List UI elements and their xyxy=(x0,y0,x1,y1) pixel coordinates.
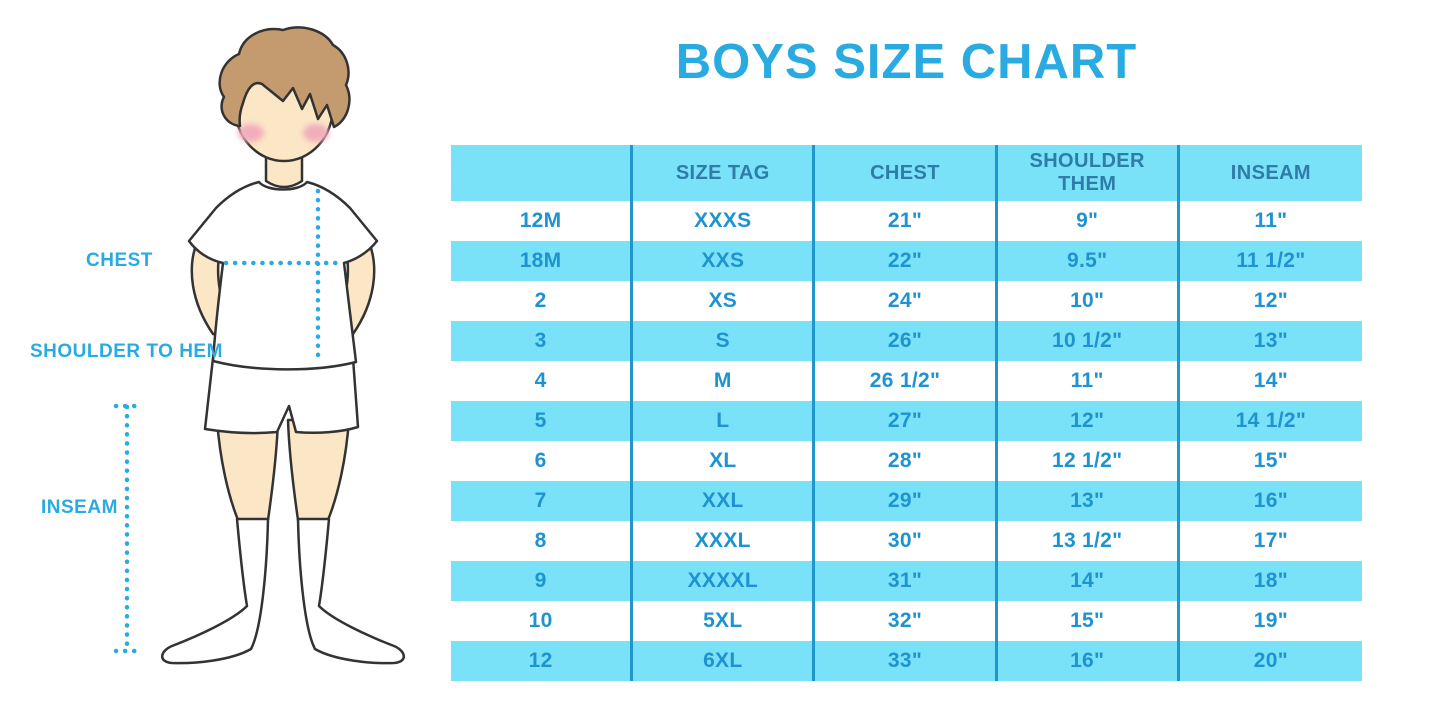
table-cell: XXXXL xyxy=(633,561,816,601)
table-row: 2 XS 24" 10" 12" xyxy=(451,281,1362,321)
boy-right-leg xyxy=(286,418,351,522)
table-cell: 15" xyxy=(998,601,1180,641)
table-cell: 16" xyxy=(998,641,1180,681)
table-cell: 18M xyxy=(451,241,634,281)
table-cell: 18" xyxy=(1253,569,1288,592)
table-row: 5 L 27" 12" 14 1/2" xyxy=(451,401,1362,441)
table-header-cell-shoulder: SHOULDER THEM xyxy=(998,145,1180,201)
table-cell: 6XL xyxy=(633,641,816,681)
table-cell: 24" xyxy=(815,281,998,321)
table-cell: 5XL xyxy=(633,601,816,641)
boy-shorts xyxy=(203,356,360,435)
table-row: 9 XXXXL 31" 14" 18" xyxy=(451,561,1362,601)
table-body: 12M XXXS 21" 9" 11" 18M XXS 22" 9.5" 11 1/2" 2 XS 24… xyxy=(451,201,1362,681)
table-cell: 14" xyxy=(1253,369,1288,392)
table-row: 8 XXXL 30" 13 1/2" 17" xyxy=(451,521,1362,561)
table-row: 12M XXXS 21" 9" 11" xyxy=(451,201,1362,241)
table-cell: M xyxy=(633,361,816,401)
table-cell: 21" xyxy=(815,201,998,241)
table-cell: 32" xyxy=(815,601,998,641)
table-header-cell-age xyxy=(451,145,634,201)
table-cell: 3 xyxy=(451,321,634,361)
boy-left-cheek xyxy=(238,124,264,142)
boy-left-sock xyxy=(161,517,270,665)
table-cell: 14" xyxy=(998,561,1180,601)
table-cell: 26 1/2" xyxy=(815,361,998,401)
boy-hair xyxy=(218,26,351,129)
table-cell: XS xyxy=(633,281,816,321)
table-cell: XXS xyxy=(633,241,816,281)
table-cell: 31" xyxy=(815,561,998,601)
table-cell: 10 1/2" xyxy=(998,321,1180,361)
table-cell: 5 xyxy=(451,401,634,441)
chest-measurement-label: CHEST xyxy=(86,250,153,271)
boy-illustration xyxy=(113,26,405,665)
table-cell: 15" xyxy=(1253,449,1288,472)
table-row: 6 XL 28" 12 1/2" 15" xyxy=(451,441,1362,481)
table-cell: 7 xyxy=(451,481,634,521)
table-cell: 19" xyxy=(1253,609,1288,632)
table-cell: 12M xyxy=(451,201,634,241)
table-row: 10 5XL 32" 15" 19" xyxy=(451,601,1362,641)
table-row: 7 XXL 29" 13" 16" xyxy=(451,481,1362,521)
table-cell: 20" xyxy=(1253,649,1288,672)
table-cell: 10 xyxy=(451,601,634,641)
table-cell: 11 1/2" xyxy=(1236,249,1306,272)
table-cell: S xyxy=(633,321,816,361)
table-cell: 10" xyxy=(998,281,1180,321)
table-cell: 12 1/2" xyxy=(998,441,1180,481)
boy-tshirt xyxy=(187,180,379,371)
table-row: 4 M 26 1/2" 11" 14" xyxy=(451,361,1362,401)
table-header-cell-size-tag: SIZE TAG xyxy=(633,145,816,201)
table-cell: 17" xyxy=(1253,529,1288,552)
table-cell: XXL xyxy=(633,481,816,521)
inseam-measurement-label: INSEAM xyxy=(41,497,118,518)
table-cell: 13 1/2" xyxy=(998,521,1180,561)
table-cell: XL xyxy=(633,441,816,481)
table-cell: 12" xyxy=(1253,289,1288,312)
table-header-cell-inseam: INSEAM xyxy=(1230,161,1311,184)
table-cell: L xyxy=(633,401,816,441)
table-cell: XXXL xyxy=(633,521,816,561)
boy-left-leg xyxy=(215,418,280,522)
table-cell: 2 xyxy=(451,281,634,321)
table-row: 12 6XL 33" 16" 20" xyxy=(451,641,1362,681)
table-header-row: SIZE TAG CHEST SHOULDER THEM INSEAM xyxy=(451,145,1362,201)
table-cell: 11" xyxy=(998,361,1180,401)
table-cell: 26" xyxy=(815,321,998,361)
table-cell: 22" xyxy=(815,241,998,281)
table-cell: 9.5" xyxy=(998,241,1180,281)
shoulder-to-hem-measurement-label: SHOULDER TO HEM xyxy=(30,341,223,362)
table-cell: 30" xyxy=(815,521,998,561)
table-cell: 12 xyxy=(451,641,634,681)
page-title: BOYS SIZE CHART xyxy=(675,35,1138,89)
table-row: 3 S 26" 10 1/2" 13" xyxy=(451,321,1362,361)
table-cell: 27" xyxy=(815,401,998,441)
table-cell: 29" xyxy=(815,481,998,521)
table-cell: 4 xyxy=(451,361,634,401)
table-cell: 14 1/2" xyxy=(1235,409,1307,432)
table-row: 18M XXS 22" 9.5" 11 1/2" xyxy=(451,241,1362,281)
table-cell: 33" xyxy=(815,641,998,681)
size-table: SIZE TAG CHEST SHOULDER THEM INSEAM 12M X… xyxy=(451,145,1362,681)
boy-right-cheek xyxy=(303,124,329,142)
table-cell: 28" xyxy=(815,441,998,481)
table-header-cell-chest: CHEST xyxy=(815,145,998,201)
table-cell: 13" xyxy=(1253,329,1288,352)
table-cell: 9 xyxy=(451,561,634,601)
boy-right-sock xyxy=(296,517,405,665)
table-cell: 13" xyxy=(998,481,1180,521)
table-cell: 11" xyxy=(1254,209,1288,232)
table-cell: XXXS xyxy=(633,201,816,241)
table-cell: 8 xyxy=(451,521,634,561)
table-cell: 9" xyxy=(998,201,1180,241)
table-cell: 16" xyxy=(1253,489,1288,512)
table-cell: 6 xyxy=(451,441,634,481)
table-cell: 12" xyxy=(998,401,1180,441)
